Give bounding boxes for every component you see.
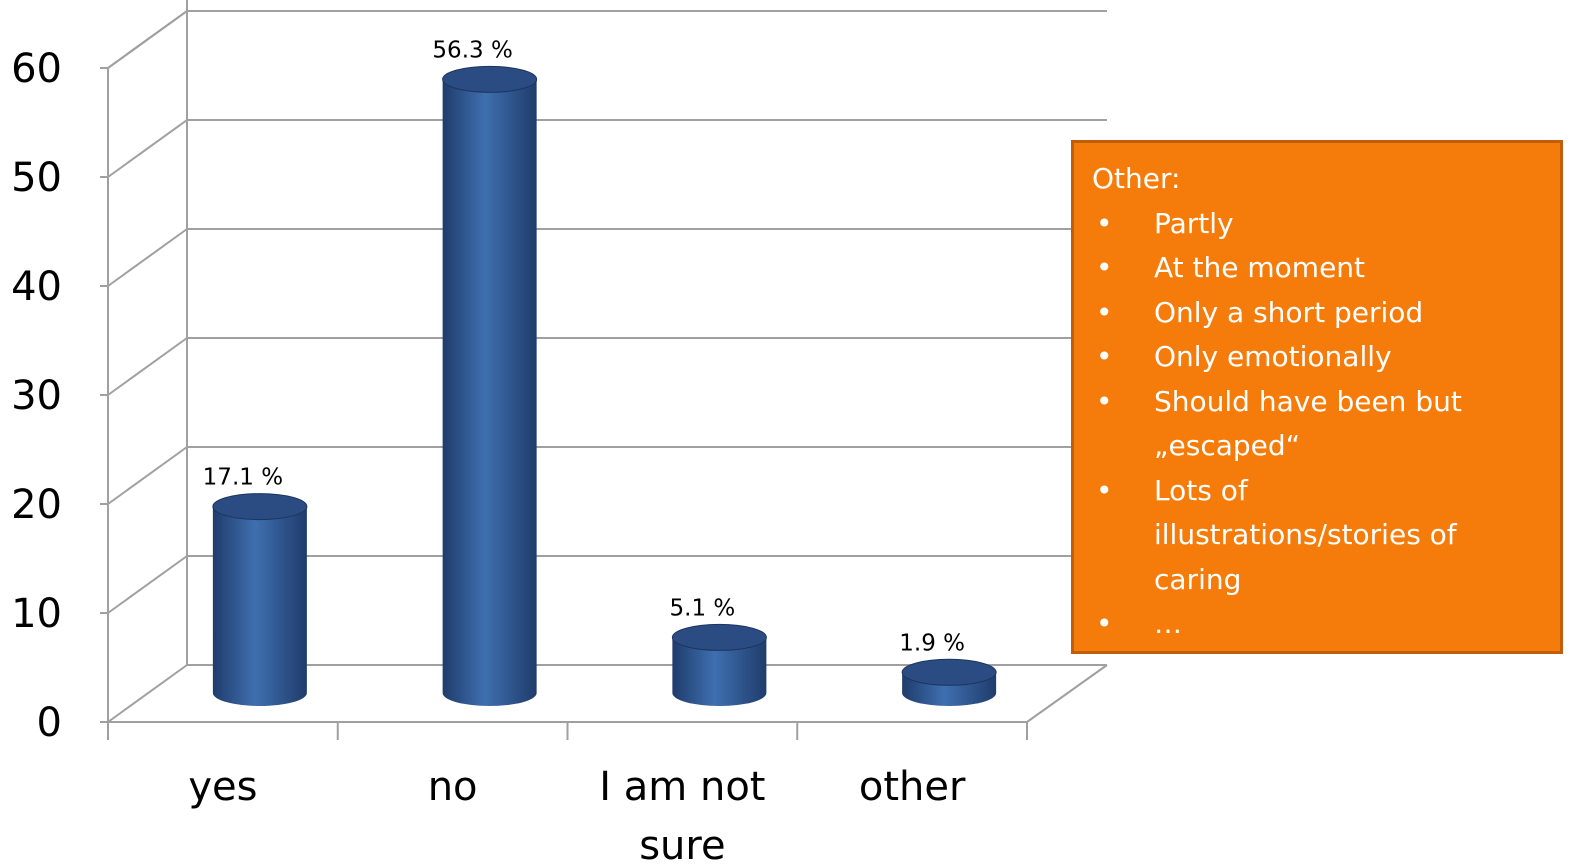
y-tick-label: 30	[11, 373, 62, 419]
y-tick-label: 0	[37, 700, 62, 746]
bullet-icon: •	[1096, 340, 1113, 373]
callout-item-text: At the moment	[1154, 251, 1366, 284]
bar-top	[671, 623, 767, 651]
gridline-diagonal	[107, 10, 188, 69]
callout-item-text: „escaped“	[1154, 429, 1301, 462]
other-callout: Other: • Partly • At the moment • Only a shor…	[1071, 140, 1563, 654]
x-tick-label: I am not	[599, 764, 765, 810]
x-tick-label: sure	[639, 823, 725, 866]
x-tick-label: yes	[188, 764, 257, 810]
callout-item-text: Only emotionally	[1154, 340, 1392, 373]
bar-body	[212, 506, 307, 706]
bullet-icon: •	[1096, 295, 1113, 329]
callout-item: •…	[1092, 602, 1550, 647]
y-tick-label: 40	[11, 264, 62, 310]
callout-list: • Partly • At the moment • Only a short perio…	[1092, 202, 1550, 647]
callout-item-text: Partly	[1154, 206, 1234, 240]
callout-item: • At the moment	[1092, 246, 1550, 291]
gridline-diagonal	[107, 119, 188, 178]
bar-body	[442, 79, 537, 706]
gridline-diagonal	[107, 664, 188, 723]
callout-item: • Only emotionally	[1092, 335, 1550, 380]
y-tick-label: 50	[11, 155, 62, 201]
gridline-diagonal	[107, 446, 188, 505]
bullet-icon: •	[1096, 206, 1113, 240]
y-tick-label: 60	[11, 46, 62, 92]
bar	[671, 623, 767, 706]
labels: 0 10 20 30 40 50 60 yes no I am not sure other 17.1 …	[11, 37, 966, 866]
grid-layer	[107, 0, 1108, 723]
bars	[212, 65, 997, 706]
bullet-icon: •	[1096, 473, 1113, 507]
gridline-diagonal	[107, 228, 188, 287]
bullet-icon: •	[1096, 251, 1113, 284]
x-tick-label: other	[859, 764, 966, 810]
callout-item: • Should have been but „escaped“	[1092, 380, 1550, 469]
bar-top	[901, 658, 997, 686]
bullet-icon: •	[1096, 384, 1113, 418]
callout-heading: Other:	[1092, 162, 1181, 195]
callout-item-text: Should have been but	[1154, 384, 1462, 418]
callout-item-text: illustrations/stories of	[1154, 518, 1457, 551]
data-label: 5.1 %	[670, 595, 736, 621]
axis-layer	[100, 67, 1028, 740]
bar-top	[442, 65, 538, 93]
callout-item-text: Only a short period	[1154, 295, 1424, 329]
callout-item-text: caring	[1154, 562, 1242, 596]
bullet-icon: •	[1096, 607, 1113, 640]
y-tick-label: 10	[11, 591, 62, 637]
floor-edge	[1026, 664, 1108, 723]
callout-item: • Lots of illustrations/stories of caring	[1092, 469, 1550, 603]
bar-body	[672, 637, 767, 706]
bar	[442, 65, 538, 706]
callout-item: • Only a short period	[1092, 291, 1550, 336]
data-label: 17.1 %	[203, 465, 283, 491]
y-tick-label: 20	[11, 482, 62, 528]
callout-item-text: …	[1154, 607, 1182, 640]
data-label: 56.3 %	[432, 37, 512, 63]
x-tick-label: no	[428, 764, 478, 810]
data-label: 1.9 %	[899, 630, 965, 656]
bar	[901, 658, 997, 706]
gridline-diagonal	[107, 337, 188, 396]
gridline-diagonal	[107, 555, 188, 614]
bar-top	[212, 493, 308, 521]
bar	[212, 493, 308, 706]
callout-item: • Partly	[1092, 202, 1550, 247]
callout-item-text: Lots of	[1154, 473, 1248, 507]
